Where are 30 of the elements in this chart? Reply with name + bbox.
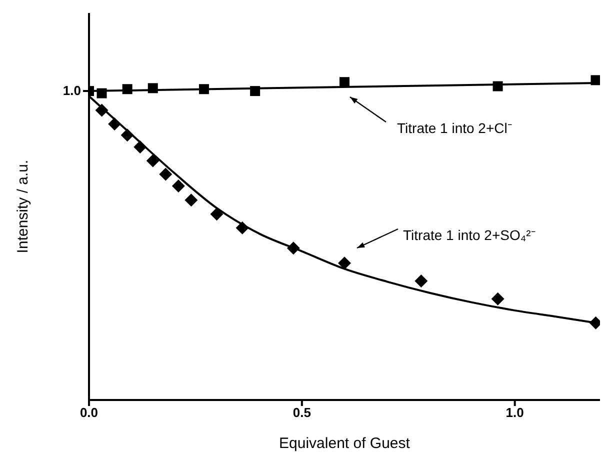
x-axis-title: Equivalent of Guest [279, 435, 411, 452]
point [96, 88, 107, 98]
point [120, 128, 134, 142]
point [236, 221, 249, 234]
point [172, 180, 185, 193]
point [198, 84, 209, 94]
annotation: Titrate 1 into 2+Cl⁻ [397, 120, 512, 136]
point [159, 168, 172, 181]
point [340, 77, 350, 88]
x-tick-label: 0.5 [292, 405, 311, 420]
point [286, 242, 300, 255]
point [134, 140, 147, 154]
point [210, 208, 224, 221]
point [491, 292, 504, 306]
point [250, 86, 260, 96]
point [95, 104, 108, 117]
point [148, 83, 158, 94]
x-tick-label: 1.0 [506, 405, 524, 420]
y-axis-title: Intensity / a.u. [14, 160, 32, 254]
point [590, 75, 600, 86]
annotation: Titrate 1 into 2+SO₄²⁻ [403, 227, 536, 243]
point [492, 81, 503, 92]
point [338, 256, 351, 270]
point [122, 84, 132, 94]
point [414, 274, 428, 288]
text: 1.0 [62, 83, 81, 98]
x-tick-label: 0.0 [80, 405, 98, 420]
point [146, 154, 160, 168]
point [184, 194, 198, 207]
point [108, 117, 122, 130]
